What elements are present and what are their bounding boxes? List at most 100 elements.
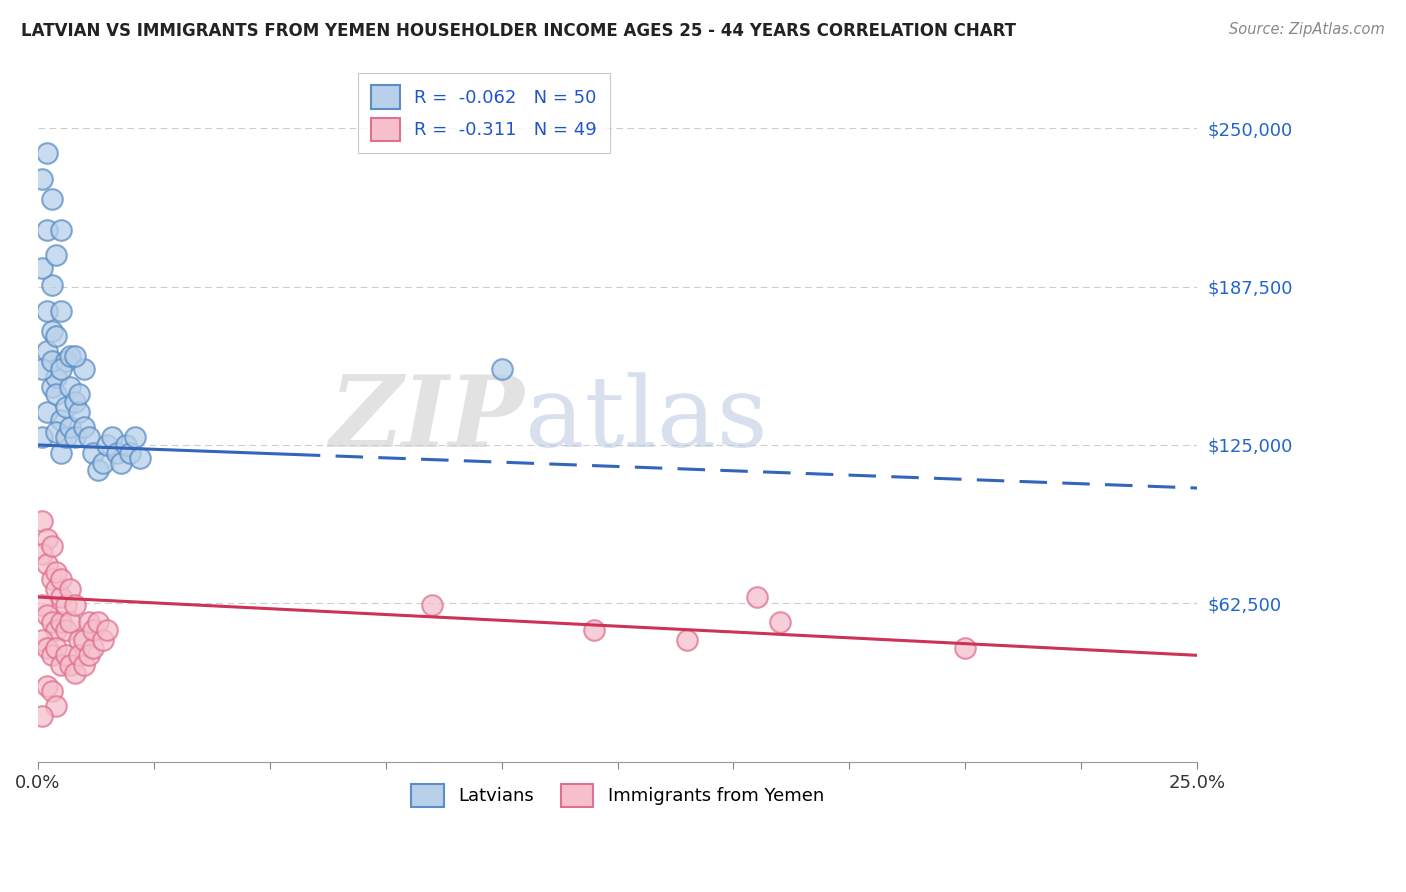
Point [955,640,977,655]
Text: ZIP: ZIP [330,371,524,468]
Point [59,349,82,363]
Point [110,456,132,470]
Point [45,387,67,401]
Point [87,463,110,477]
Point [49,590,72,604]
Point [49,615,72,630]
Point [67,648,90,663]
Point [31,709,53,723]
Point [73,658,96,673]
Point [49,445,72,459]
Point [45,565,67,579]
Point [35,303,58,318]
Point [63,349,86,363]
Point [128,450,150,465]
Point [745,590,768,604]
Point [55,400,77,414]
Point [73,362,96,376]
Point [35,557,58,571]
Point [41,324,63,338]
Point [45,425,67,440]
Point [55,354,77,368]
Point [55,648,77,663]
Point [35,222,58,236]
Point [41,379,63,393]
Point [63,666,86,681]
Point [583,623,606,637]
Point [59,582,82,597]
Text: Source: ZipAtlas.com: Source: ZipAtlas.com [1229,22,1385,37]
Point [114,438,136,452]
Point [67,387,90,401]
Point [41,615,63,630]
Point [77,648,100,663]
Point [105,445,128,459]
Point [35,146,58,161]
Point [101,430,124,444]
Point [59,420,82,434]
Point [45,698,67,713]
Legend: Latvians, Immigrants from Yemen: Latvians, Immigrants from Yemen [404,777,831,814]
Point [41,192,63,206]
Point [35,532,58,546]
Point [31,430,53,444]
Point [55,598,77,612]
Point [31,362,53,376]
Point [77,615,100,630]
Point [31,633,53,648]
Point [59,658,82,673]
Point [45,369,67,384]
Point [82,445,104,459]
Point [41,539,63,553]
Point [63,395,86,409]
Point [676,633,699,648]
Point [73,633,96,648]
Point [63,430,86,444]
Point [49,412,72,426]
Point [41,354,63,368]
Point [31,598,53,612]
Point [59,615,82,630]
Point [35,679,58,693]
Text: LATVIAN VS IMMIGRANTS FROM YEMEN HOUSEHOLDER INCOME AGES 25 - 44 YEARS CORRELATI: LATVIAN VS IMMIGRANTS FROM YEMEN HOUSEHO… [21,22,1017,40]
Point [49,303,72,318]
Point [82,640,104,655]
Point [124,430,146,444]
Point [77,430,100,444]
Point [82,623,104,637]
Point [67,405,90,419]
Point [96,438,118,452]
Point [420,598,443,612]
Point [91,456,114,470]
Point [35,607,58,622]
Point [96,623,118,637]
Point [45,248,67,262]
Point [41,683,63,698]
Point [45,640,67,655]
Point [35,344,58,359]
Point [41,572,63,586]
Point [87,615,110,630]
Point [35,640,58,655]
Text: atlas: atlas [524,372,768,467]
Point [769,615,792,630]
Point [45,582,67,597]
Point [45,623,67,637]
Point [49,362,72,376]
Point [55,623,77,637]
Point [41,278,63,293]
Point [31,260,53,275]
Point [31,547,53,561]
Point [491,362,513,376]
Point [45,329,67,343]
Point [35,405,58,419]
Point [31,171,53,186]
Point [59,379,82,393]
Point [120,445,142,459]
Point [73,420,96,434]
Point [31,514,53,528]
Point [55,430,77,444]
Point [49,222,72,236]
Point [67,633,90,648]
Point [41,648,63,663]
